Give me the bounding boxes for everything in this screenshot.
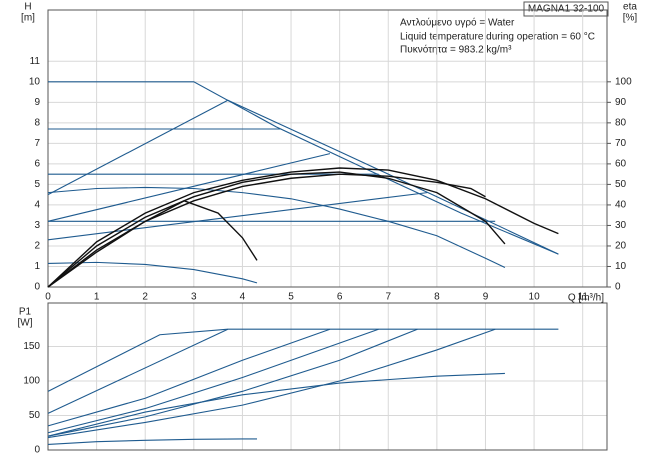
- x-tick-label: 10: [529, 292, 541, 303]
- y-tick-label: 1: [34, 261, 40, 272]
- y-tick-label: 150: [23, 341, 40, 352]
- x-tick-label: 6: [337, 292, 343, 303]
- x-tick-label: 1: [94, 292, 100, 303]
- y2-tick-label: 30: [615, 220, 627, 231]
- y2-tick-label: 40: [615, 200, 627, 211]
- y-tick-label: 4: [34, 200, 40, 211]
- y2-tick-label: 10: [615, 261, 627, 272]
- curve: [47, 328, 229, 414]
- y-axis-unit: [m]: [21, 13, 35, 24]
- y2-tick-label: 50: [615, 179, 627, 190]
- y-tick-label: 7: [34, 138, 40, 149]
- y2-tick-label: 60: [615, 159, 627, 170]
- curve: [47, 328, 418, 437]
- title-box: [523, 1, 609, 17]
- y-axis-label: P1: [19, 307, 32, 318]
- y2-tick-label: 20: [615, 241, 627, 252]
- y-tick-label: 2: [34, 241, 40, 252]
- curve: [47, 438, 258, 446]
- y-tick-label: 11: [30, 56, 41, 67]
- curve: [47, 328, 331, 427]
- annotation: Αντλούμενο υγρό = Water: [400, 17, 515, 29]
- plot-frame: [47, 9, 608, 288]
- x-tick-label: 2: [142, 292, 148, 303]
- y-tick-label: 9: [34, 97, 40, 108]
- y2-tick-label: 0: [615, 282, 621, 293]
- chart-title: MAGNA1 32-100: [528, 4, 605, 15]
- y-tick-label: 3: [34, 220, 40, 231]
- y2-axis-label: eta: [623, 2, 637, 13]
- curve: [47, 153, 331, 222]
- y-axis-unit: [W]: [18, 318, 33, 329]
- y-tick-label: 100: [23, 376, 40, 387]
- x-axis-label: Q [m³/h]: [568, 293, 604, 304]
- x-tick-label: 9: [483, 292, 489, 303]
- curve: [47, 192, 428, 241]
- y-tick-label: 8: [34, 117, 40, 128]
- y-tick-label: 0: [34, 445, 40, 456]
- x-tick-label: 4: [240, 292, 246, 303]
- y2-axis-unit: [%]: [623, 13, 638, 24]
- curve: [47, 261, 258, 284]
- curve: [48, 81, 559, 255]
- annotation: Πυκνότητα = 983.2 kg/m³: [400, 44, 512, 56]
- y-tick-label: 10: [29, 76, 41, 87]
- x-tick-label: 8: [434, 292, 440, 303]
- y2-tick-label: 100: [615, 76, 632, 87]
- curve: [47, 167, 559, 288]
- curve: [47, 328, 379, 434]
- x-tick-label: 0: [45, 292, 51, 303]
- y-tick-label: 0: [34, 282, 40, 293]
- y-tick-label: 6: [34, 159, 40, 170]
- curve: [47, 372, 505, 437]
- y-axis-label: H: [24, 2, 31, 13]
- curve: [47, 328, 559, 392]
- curve: [47, 186, 506, 269]
- x-tick-label: 11: [578, 292, 589, 303]
- x-tick-label: 5: [288, 292, 294, 303]
- plot-frame: [47, 302, 608, 451]
- annotation: Liquid temperature during operation = 60…: [400, 32, 595, 43]
- curve: [47, 328, 496, 439]
- x-tick-label: 3: [191, 292, 197, 303]
- curve: [47, 171, 506, 288]
- y2-tick-label: 90: [615, 97, 627, 108]
- y-tick-label: 5: [34, 179, 40, 190]
- x-tick-label: 7: [385, 292, 391, 303]
- y2-tick-label: 70: [615, 138, 627, 149]
- y2-tick-label: 80: [615, 117, 627, 128]
- curve: [47, 200, 258, 288]
- y-tick-label: 50: [29, 410, 41, 421]
